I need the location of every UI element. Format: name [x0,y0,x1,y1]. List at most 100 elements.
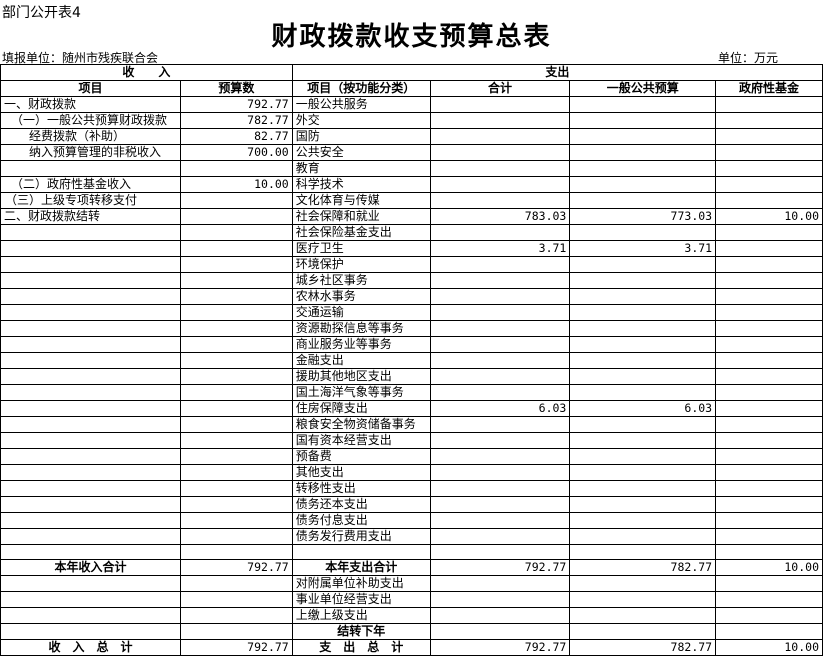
empty-cell [429,352,571,369]
cell: 债务付息支出 [291,512,431,529]
empty-cell [179,496,293,513]
cell: 其他支出 [291,464,431,481]
empty-cell [429,528,571,545]
empty-cell [569,416,717,433]
table-row: 交通运输 [0,304,823,321]
empty-cell [715,192,823,209]
table-row: 预备费 [0,448,823,465]
empty-cell [715,240,823,257]
table-row: 收 入 总 计 792.77 支 出 总 计 792.77 782.77 10.00 [0,639,823,656]
table-row: 纳入预算管理的非税收入 700.00 公共安全 [0,144,823,161]
reporting-unit: 填报单位：随州市残疾联合会 [2,51,159,65]
empty-cell [179,512,293,529]
empty-cell [715,128,823,145]
cell: 一般公共服务 [291,96,431,113]
cell: 外交 [291,112,431,129]
table-row: 本年收入合计 792.77 本年支出合计 792.77 782.77 10.00 [0,559,823,576]
empty-cell [715,176,823,193]
cell: 社会保障和就业 [291,208,431,225]
empty-cell [0,448,181,465]
form-code: 部门公开表4 [2,5,81,21]
empty-cell [569,575,717,592]
empty-cell [291,544,431,560]
empty-cell [429,288,571,305]
table-row: 农林水事务 [0,288,823,305]
table-row: 城乡社区事务 [0,272,823,289]
cell: 上缴上级支出 [291,607,431,624]
cell: 782.77 [569,559,717,576]
cell: 792.77 [179,96,293,113]
cell: 转移性支出 [291,480,431,497]
empty-cell [179,208,293,225]
empty-cell [429,591,571,608]
cell: 住房保障支出 [291,400,431,417]
empty-cell [0,416,181,433]
empty-cell [179,607,293,624]
empty-cell [179,528,293,545]
cell: 教育 [291,160,431,177]
empty-cell [179,591,293,608]
empty-cell [569,623,717,640]
group-header-row: 收 入支出 [0,64,823,81]
empty-cell [715,512,823,529]
table-row: 对附属单位补助支出 [0,575,823,592]
empty-cell [715,416,823,433]
empty-cell [715,272,823,289]
empty-cell [429,464,571,481]
empty-cell [429,96,571,113]
cell: 交通运输 [291,304,431,321]
empty-cell [715,384,823,401]
table-row: 转移性支出 [0,480,823,497]
empty-cell [715,623,823,640]
cell: 预备费 [291,448,431,465]
empty-cell [179,352,293,369]
empty-cell [429,480,571,497]
cell: 国有资本经营支出 [291,432,431,449]
empty-cell [569,544,717,560]
empty-cell [179,320,293,337]
empty-cell [429,176,571,193]
empty-cell [569,272,717,289]
cell: 国防 [291,128,431,145]
empty-cell [429,128,571,145]
table-row: 其他支出 [0,464,823,481]
cell: 粮食安全物资储备事务 [291,416,431,433]
empty-cell [715,591,823,608]
empty-cell [569,256,717,273]
empty-cell [569,528,717,545]
empty-cell [179,416,293,433]
empty-cell [179,384,293,401]
empty-cell [179,336,293,353]
cell: （一）一般公共预算财政拨款 [0,112,181,129]
empty-cell [715,256,823,273]
empty-cell [429,320,571,337]
table-row: 二、财政拨款结转 社会保障和就业 783.03 773.03 10.00 [0,208,823,225]
cell: 792.77 [429,639,571,656]
cell: 6.03 [429,400,571,417]
empty-cell [569,176,717,193]
empty-cell [569,112,717,129]
empty-cell [569,128,717,145]
empty-cell [715,464,823,481]
empty-cell [0,304,181,321]
empty-cell [715,448,823,465]
empty-cell [0,160,181,177]
empty-cell [0,368,181,385]
cell: 3.71 [429,240,571,257]
empty-cell [179,464,293,481]
column-header: 政府性基金 [715,80,823,97]
cell: 82.77 [179,128,293,145]
cell: 商业服务业等事务 [291,336,431,353]
table-row: （一）一般公共预算财政拨款 782.77 外交 [0,112,823,129]
empty-cell [0,400,181,417]
title: 财政拨款收支预算总表 [271,22,552,52]
empty-cell [429,496,571,513]
column-header: 一般公共预算 [569,80,717,97]
cell: 文化体育与传媒 [291,192,431,209]
empty-cell [569,96,717,113]
empty-cell [429,224,571,241]
cell: 支 出 总 计 [291,639,431,656]
empty-cell [569,496,717,513]
table-row: 债务付息支出 [0,512,823,529]
